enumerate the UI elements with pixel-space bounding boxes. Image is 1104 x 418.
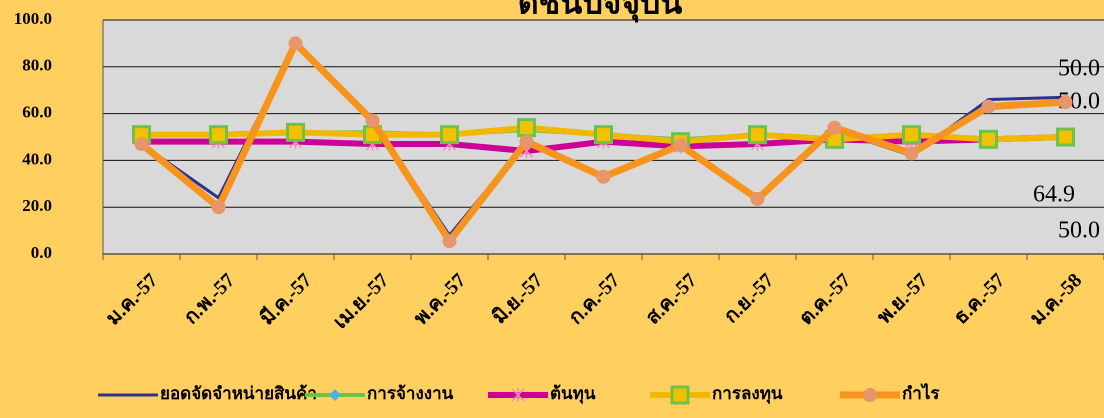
data-label: 64.9: [1033, 182, 1075, 208]
legend-label: ยอดจัดจำหน่ายสินค้า: [160, 384, 317, 403]
marker: [288, 36, 303, 51]
y-tick-label: 80.0: [22, 56, 52, 75]
marker: [511, 388, 525, 402]
chart-title: ดัชนีปัจจุบัน: [518, 0, 683, 23]
marker: [979, 129, 998, 149]
y-tick-label: 20.0: [22, 196, 52, 215]
marker: [329, 389, 341, 401]
legend-label: ต้นทุน: [550, 384, 596, 404]
y-tick-label: 60.0: [22, 103, 52, 122]
y-tick-label: 40.0: [22, 149, 52, 168]
marker: [365, 113, 380, 128]
legend-label: กำไร: [902, 383, 940, 403]
marker: [863, 388, 877, 402]
marker: [673, 138, 688, 153]
data-label: 50.0: [1058, 56, 1100, 82]
marker: [134, 137, 149, 152]
marker: [211, 200, 226, 215]
marker: [1058, 95, 1073, 110]
marker: [904, 146, 919, 161]
marker: [286, 122, 305, 142]
marker: [594, 125, 613, 145]
marker: [442, 234, 457, 249]
marker: [748, 125, 767, 145]
marker: [1056, 127, 1075, 147]
marker: [750, 192, 765, 207]
legend-label: การลงทุน: [712, 384, 783, 404]
marker: [596, 169, 611, 184]
legend-label: การจ้างงาน: [367, 384, 454, 403]
series: [134, 36, 1073, 249]
y-tick-label: 0.0: [31, 243, 52, 262]
marker: [902, 125, 921, 145]
marker: [981, 99, 996, 114]
data-label: 50.0: [1058, 218, 1100, 244]
marker: [519, 134, 534, 149]
marker: [827, 120, 842, 135]
marker: [670, 385, 690, 405]
marker: [209, 125, 228, 145]
marker: [517, 118, 536, 138]
marker: [440, 125, 459, 145]
y-tick-label: 100.0: [14, 9, 52, 28]
